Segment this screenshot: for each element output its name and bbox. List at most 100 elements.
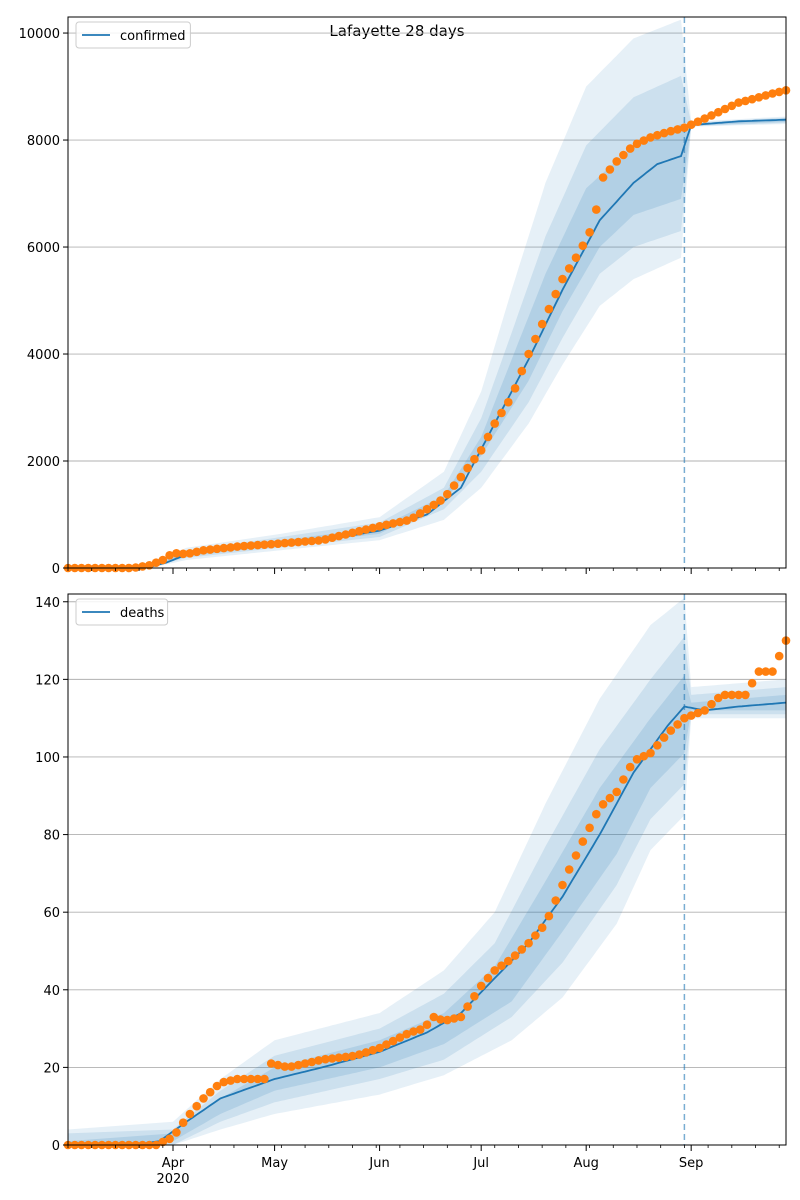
data-point <box>686 120 696 129</box>
data-point <box>409 1027 418 1036</box>
data-point <box>510 951 520 960</box>
x-tick-label: Jul <box>472 1156 489 1171</box>
data-point <box>456 1012 466 1022</box>
data-point <box>266 1059 276 1068</box>
data-point <box>483 973 493 983</box>
data-point <box>287 538 296 547</box>
data-point <box>294 1060 303 1070</box>
confirmed-panel: 0 2000 4000 6000 8000 10000 confirmed <box>19 16 791 577</box>
data-point <box>585 823 594 833</box>
data-point <box>700 706 709 715</box>
data-point <box>612 787 621 797</box>
data-point <box>558 274 567 284</box>
data-point <box>253 540 262 550</box>
data-point <box>341 530 351 539</box>
data-point <box>558 880 567 890</box>
data-point <box>531 334 540 344</box>
data-point <box>436 496 445 505</box>
data-point <box>537 923 547 932</box>
data-point <box>686 711 696 720</box>
x-tick-label: May <box>261 1156 288 1171</box>
y-tick-label: 8000 <box>27 134 60 149</box>
data-point <box>172 1128 181 1137</box>
data-point <box>165 1134 174 1144</box>
data-point <box>768 667 777 676</box>
data-point <box>524 349 533 359</box>
data-point <box>199 546 208 555</box>
series-line-deaths <box>68 701 787 1146</box>
data-point <box>382 520 391 530</box>
data-point <box>544 304 554 314</box>
data-point <box>632 755 642 764</box>
data-point <box>714 107 723 117</box>
data-point <box>564 865 574 874</box>
data-point <box>537 319 547 329</box>
data-point <box>510 384 520 393</box>
data-point <box>578 837 588 846</box>
data-point <box>266 539 276 549</box>
data-point <box>368 1045 378 1055</box>
data-point <box>185 1109 195 1119</box>
data-point <box>205 545 215 554</box>
data-point <box>280 1062 290 1071</box>
data-point <box>693 708 703 718</box>
data-point <box>585 228 594 237</box>
data-point <box>531 931 540 940</box>
data-point <box>321 1054 330 1064</box>
data-point <box>720 690 730 700</box>
data-point <box>151 558 161 567</box>
data-point <box>165 551 174 560</box>
data-point <box>768 89 777 98</box>
x-tick-label: Apr <box>162 1156 185 1171</box>
data-point <box>747 678 757 688</box>
data-point <box>625 144 635 153</box>
data-point <box>476 446 486 455</box>
data-point <box>619 150 628 160</box>
data-point <box>517 945 527 954</box>
data-point <box>646 748 655 758</box>
data-point <box>260 1074 269 1084</box>
data-point <box>233 542 242 551</box>
data-point <box>314 1056 323 1065</box>
x-tick-label: Jun <box>368 1156 389 1171</box>
data-point <box>666 126 676 136</box>
data-point <box>720 104 730 114</box>
chart-title: Lafayette 28 days <box>329 22 464 40</box>
data-point <box>653 741 662 750</box>
data-point <box>226 1076 235 1085</box>
data-point <box>239 541 249 551</box>
data-point <box>727 101 737 111</box>
data-point <box>307 536 317 546</box>
y-tick-label: 80 <box>43 829 60 844</box>
data-point <box>544 911 554 921</box>
y-tick-label: 0 <box>52 1139 60 1154</box>
data-point <box>592 205 601 214</box>
y-tick-label: 120 <box>35 673 60 688</box>
data-point <box>300 1059 310 1068</box>
data-point <box>212 1081 222 1091</box>
data-point <box>273 539 283 548</box>
data-point <box>246 541 256 550</box>
data-point <box>348 528 357 538</box>
band-outer <box>68 19 786 568</box>
data-point <box>280 538 290 548</box>
y-tick-label: 140 <box>35 596 60 611</box>
data-point <box>497 961 506 970</box>
data-point <box>415 1025 425 1034</box>
data-point <box>449 1014 459 1023</box>
data-point <box>388 1036 398 1046</box>
data-point <box>571 851 581 860</box>
data-point <box>673 125 682 134</box>
data-point <box>327 1054 337 1063</box>
data-point <box>666 726 676 735</box>
legend-label: deaths <box>120 606 165 621</box>
band-inner <box>68 675 786 1145</box>
band-middle <box>68 75 786 569</box>
data-point <box>178 549 188 559</box>
data-point <box>747 94 757 104</box>
data-point <box>422 504 432 514</box>
data-point <box>646 133 655 142</box>
data-point <box>348 1051 357 1061</box>
band-inner <box>68 118 786 568</box>
data-point <box>307 1057 317 1067</box>
